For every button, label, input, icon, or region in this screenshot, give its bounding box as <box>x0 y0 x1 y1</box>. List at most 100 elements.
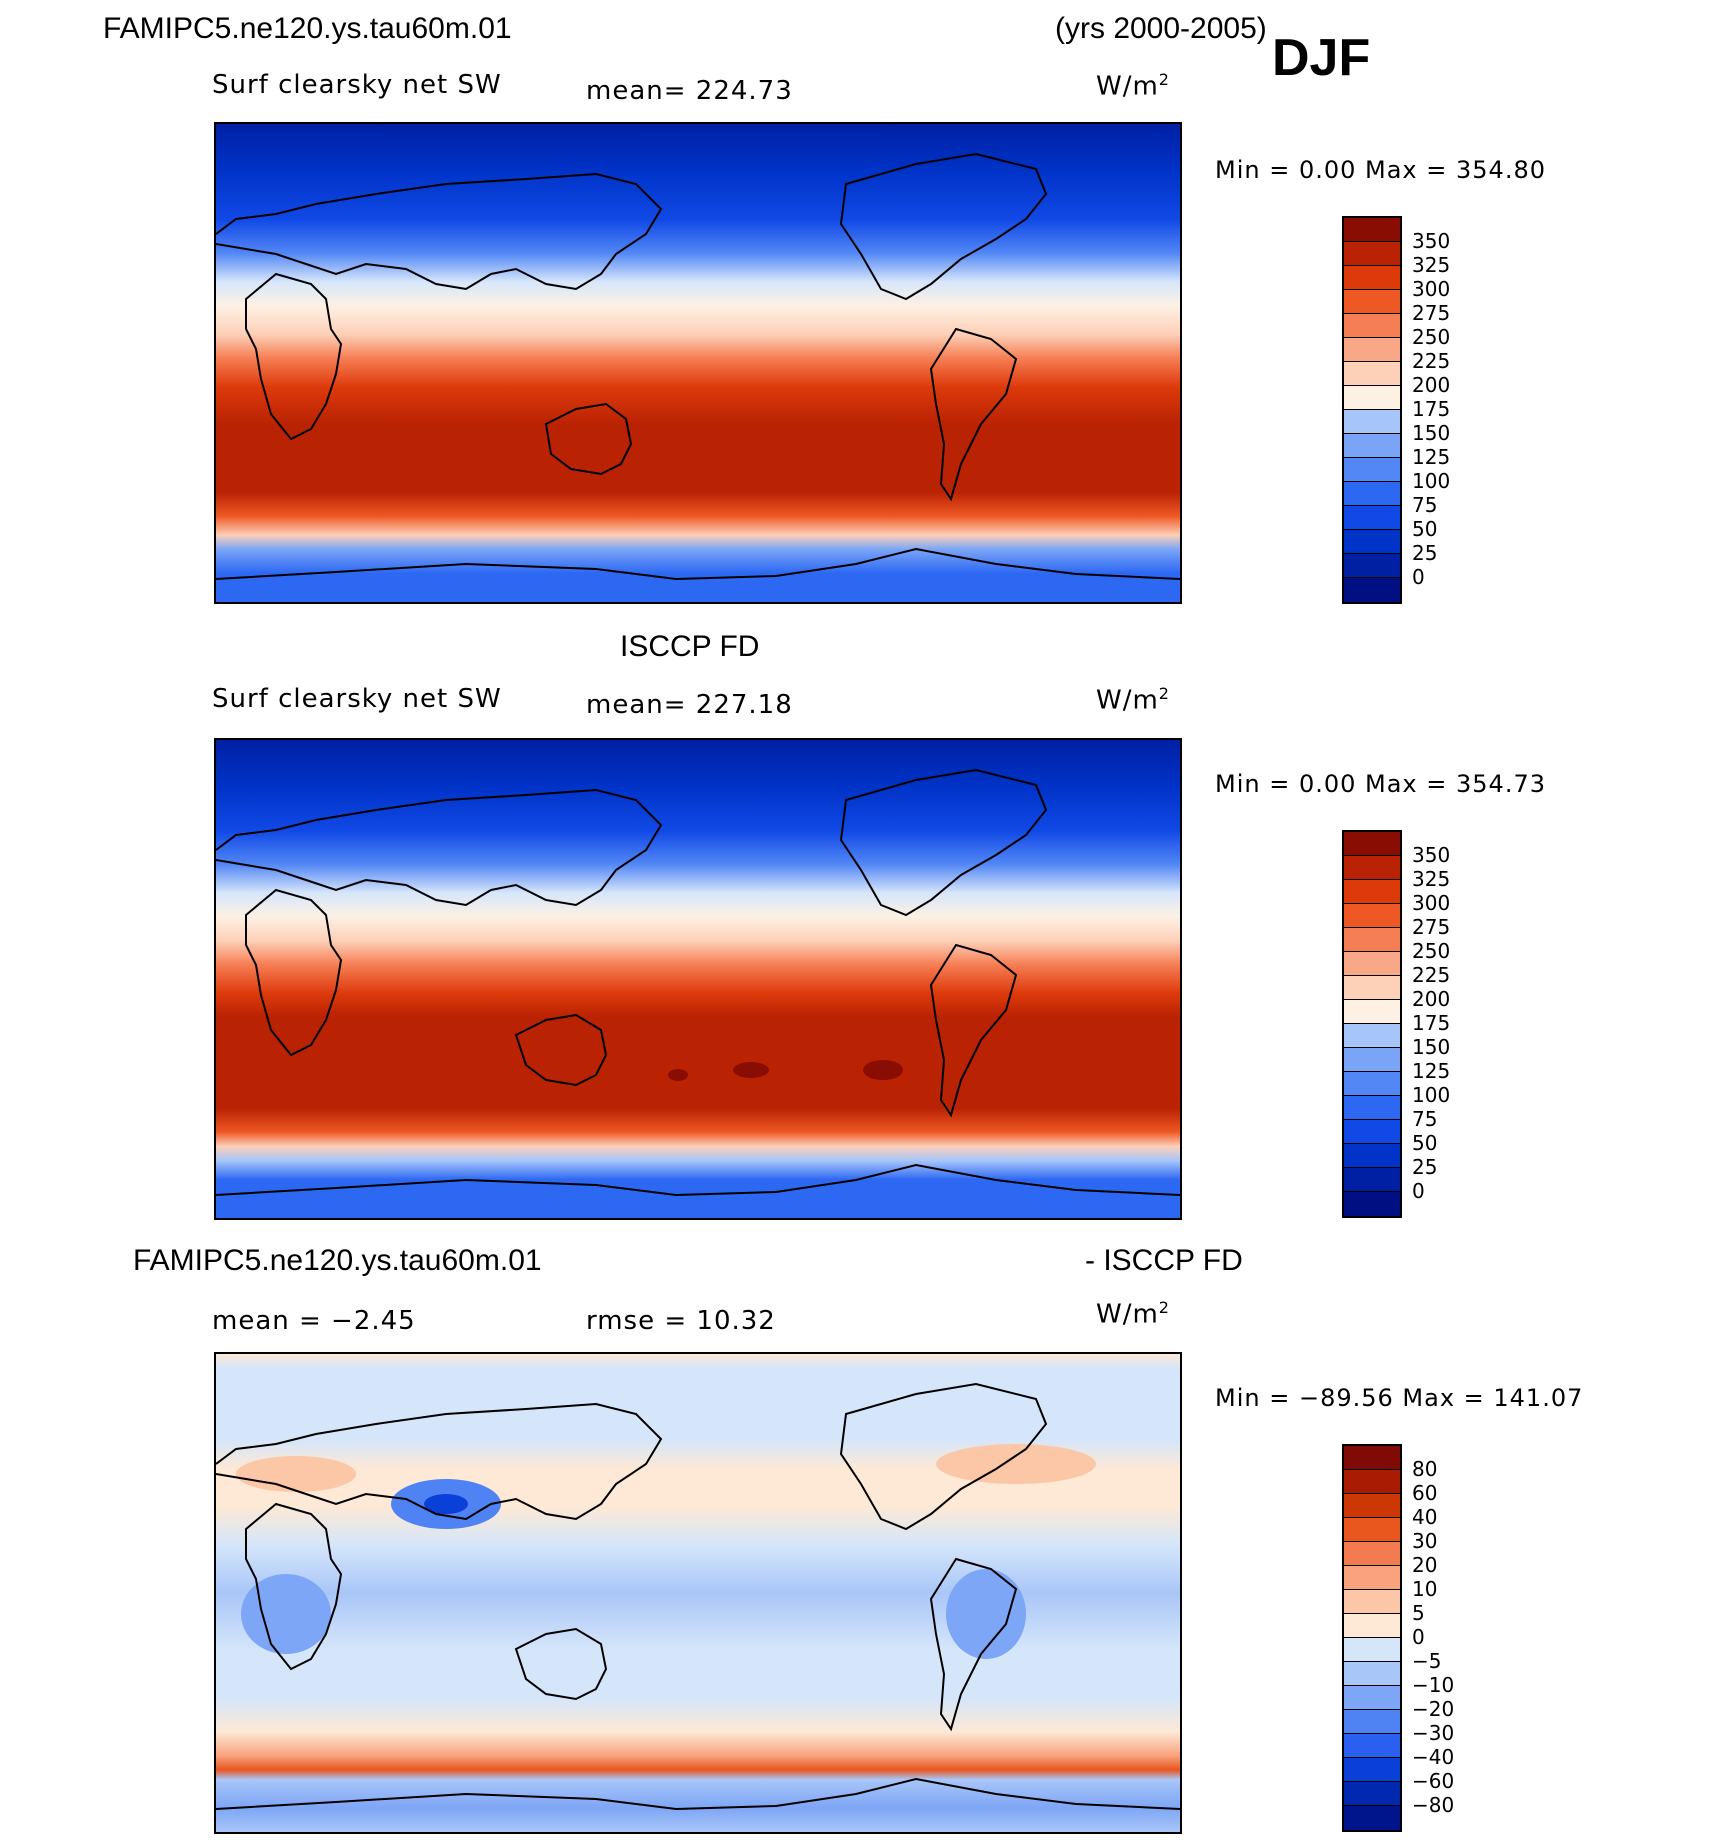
panel2-colorbar-tick-label: 300 <box>1412 891 1451 915</box>
panel1-units: W/m2 <box>1096 70 1170 102</box>
panel2-coastlines <box>216 768 1180 1197</box>
season-label: DJF <box>1272 29 1371 87</box>
eurasia-coast <box>216 172 663 291</box>
panel3-colorbar-tick-label: 80 <box>1412 1457 1438 1481</box>
panel3-map-svg <box>216 1354 1180 1832</box>
max-blob-1 <box>733 1062 769 1078</box>
panel2-colorbar-segment <box>1344 928 1400 952</box>
panel1-units-exp: 2 <box>1158 70 1170 89</box>
panel3-colorbar-segment <box>1344 1470 1400 1494</box>
panel3-colorbar-tick-label: −60 <box>1412 1769 1455 1793</box>
asia-negative-core <box>424 1494 468 1514</box>
panel2-colorbar-tick-label: 275 <box>1412 915 1451 939</box>
panel1-coastlines <box>216 152 1180 581</box>
panel2-colorbar-tick-label: 125 <box>1412 1059 1451 1083</box>
panel1-colorbar-segment <box>1344 434 1400 458</box>
panel1-colorbar-tick-label: 300 <box>1412 277 1451 301</box>
panel2-colorbar-segment <box>1344 1168 1400 1192</box>
panel1-colorbar-segment <box>1344 410 1400 434</box>
panel1-colorbar-segment <box>1344 458 1400 482</box>
case-name-title: FAMIPC5.ne120.ys.tau60m.01 <box>103 12 512 45</box>
namerica-positive <box>936 1444 1096 1484</box>
panel3-title-left: FAMIPC5.ne120.ys.tau60m.01 <box>133 1244 542 1277</box>
panel1-colorbar-tick-label: 100 <box>1412 469 1451 493</box>
panel2-colorbar-segment <box>1344 832 1400 856</box>
panel3-colorbar <box>1342 1444 1402 1832</box>
panel3-colorbar-tick-label: −10 <box>1412 1673 1455 1697</box>
panel2-colorbar-segment <box>1344 952 1400 976</box>
panel2-variable: Surf clearsky net SW <box>212 684 502 714</box>
panel2-colorbar <box>1342 830 1402 1218</box>
panel2-units-exp: 2 <box>1158 684 1170 703</box>
panel3-map <box>214 1352 1182 1834</box>
panel1-colorbar-segment <box>1344 554 1400 578</box>
panel2-colorbar-segment <box>1344 1072 1400 1096</box>
south-america-coast <box>929 327 1018 502</box>
north-america-coast <box>839 768 1048 917</box>
panel2-colorbar-segment <box>1344 1000 1400 1024</box>
panel3-rmse: rmse = 10.32 <box>586 1306 776 1336</box>
panel2-title: ISCCP FD <box>620 630 760 663</box>
panel3-title-right: - ISCCP FD <box>1085 1244 1243 1277</box>
panel3-colorbar-tick-label: 5 <box>1412 1601 1425 1625</box>
panel3-units: W/m2 <box>1096 1298 1170 1330</box>
panel3-colorbar-segment <box>1344 1518 1400 1542</box>
panel2-colorbar-segment <box>1344 1024 1400 1048</box>
panel1-colorbar-tick-label: 0 <box>1412 565 1425 589</box>
panel1-colorbar-tick-label: 250 <box>1412 325 1451 349</box>
europe-positive <box>236 1456 356 1492</box>
panel2-colorbar-tick-label: 325 <box>1412 867 1451 891</box>
panel3-colorbar-tick-label: 40 <box>1412 1505 1438 1529</box>
panel3-colorbar-tick-label: −5 <box>1412 1649 1442 1673</box>
panel1-variable: Surf clearsky net SW <box>212 70 502 100</box>
panel2-field <box>216 740 1180 1218</box>
panel3-mean: mean = −2.45 <box>212 1306 416 1336</box>
panel2-colorbar-tick-label: 200 <box>1412 987 1451 1011</box>
panel2-units-base: W/m <box>1096 685 1159 716</box>
panel3-colorbar-segment <box>1344 1782 1400 1806</box>
panel2-colorbar-tick-label: 250 <box>1412 939 1451 963</box>
antarctica-coast <box>216 1163 1180 1197</box>
panel3-colorbar-segment <box>1344 1686 1400 1710</box>
panel3-colorbar-segment <box>1344 1710 1400 1734</box>
australia-coast <box>514 1627 608 1701</box>
panel3-colorbar-tick-label: 60 <box>1412 1481 1438 1505</box>
panel2-map <box>214 738 1182 1220</box>
panel1-colorbar-segment <box>1344 362 1400 386</box>
panel2-colorbar-tick-label: 225 <box>1412 963 1451 987</box>
panel2-colorbar-segment <box>1344 1144 1400 1168</box>
panel1-map <box>214 122 1182 604</box>
panel1-colorbar-tick-label: 325 <box>1412 253 1451 277</box>
panel1-colorbar-tick-label: 175 <box>1412 397 1451 421</box>
panel3-colorbar-segment <box>1344 1806 1400 1830</box>
panel3-colorbar-segment <box>1344 1662 1400 1686</box>
panel3-colorbar-tick-label: 10 <box>1412 1577 1438 1601</box>
panel1-colorbar-segment <box>1344 386 1400 410</box>
panel1-colorbar-tick-label: 225 <box>1412 349 1451 373</box>
max-blob-2 <box>863 1060 903 1080</box>
panel1-field <box>216 124 1180 602</box>
panel3-colorbar-tick-label: −40 <box>1412 1745 1455 1769</box>
panel1-colorbar-segment <box>1344 530 1400 554</box>
panel2-minmax: Min = 0.00 Max = 354.73 <box>1215 770 1546 798</box>
panel2-colorbar-tick-label: 350 <box>1412 843 1451 867</box>
panel1-colorbar-tick-label: 275 <box>1412 301 1451 325</box>
samerica-negative <box>946 1569 1026 1659</box>
africa-coast <box>245 1502 343 1671</box>
panel1-colorbar-segment <box>1344 578 1400 602</box>
panel1-map-svg <box>216 124 1180 602</box>
panel3-colorbar-segment <box>1344 1758 1400 1782</box>
panel3-minmax: Min = −89.56 Max = 141.07 <box>1215 1384 1584 1412</box>
panel3-colorbar-segment <box>1344 1614 1400 1638</box>
panel1-colorbar <box>1342 216 1402 604</box>
panel2-mean: mean= 227.18 <box>586 690 793 720</box>
panel1-mean: mean= 224.73 <box>586 76 793 106</box>
panel1-colorbar-segment <box>1344 482 1400 506</box>
years-label: (yrs 2000-2005) <box>1055 12 1267 45</box>
panel3-colorbar-segment <box>1344 1446 1400 1470</box>
max-blob-3 <box>668 1069 688 1081</box>
panel3-coastlines <box>216 1382 1180 1811</box>
panel1-units-base: W/m <box>1096 71 1159 102</box>
antarctica-coast <box>216 547 1180 581</box>
africa-coast <box>245 888 343 1057</box>
